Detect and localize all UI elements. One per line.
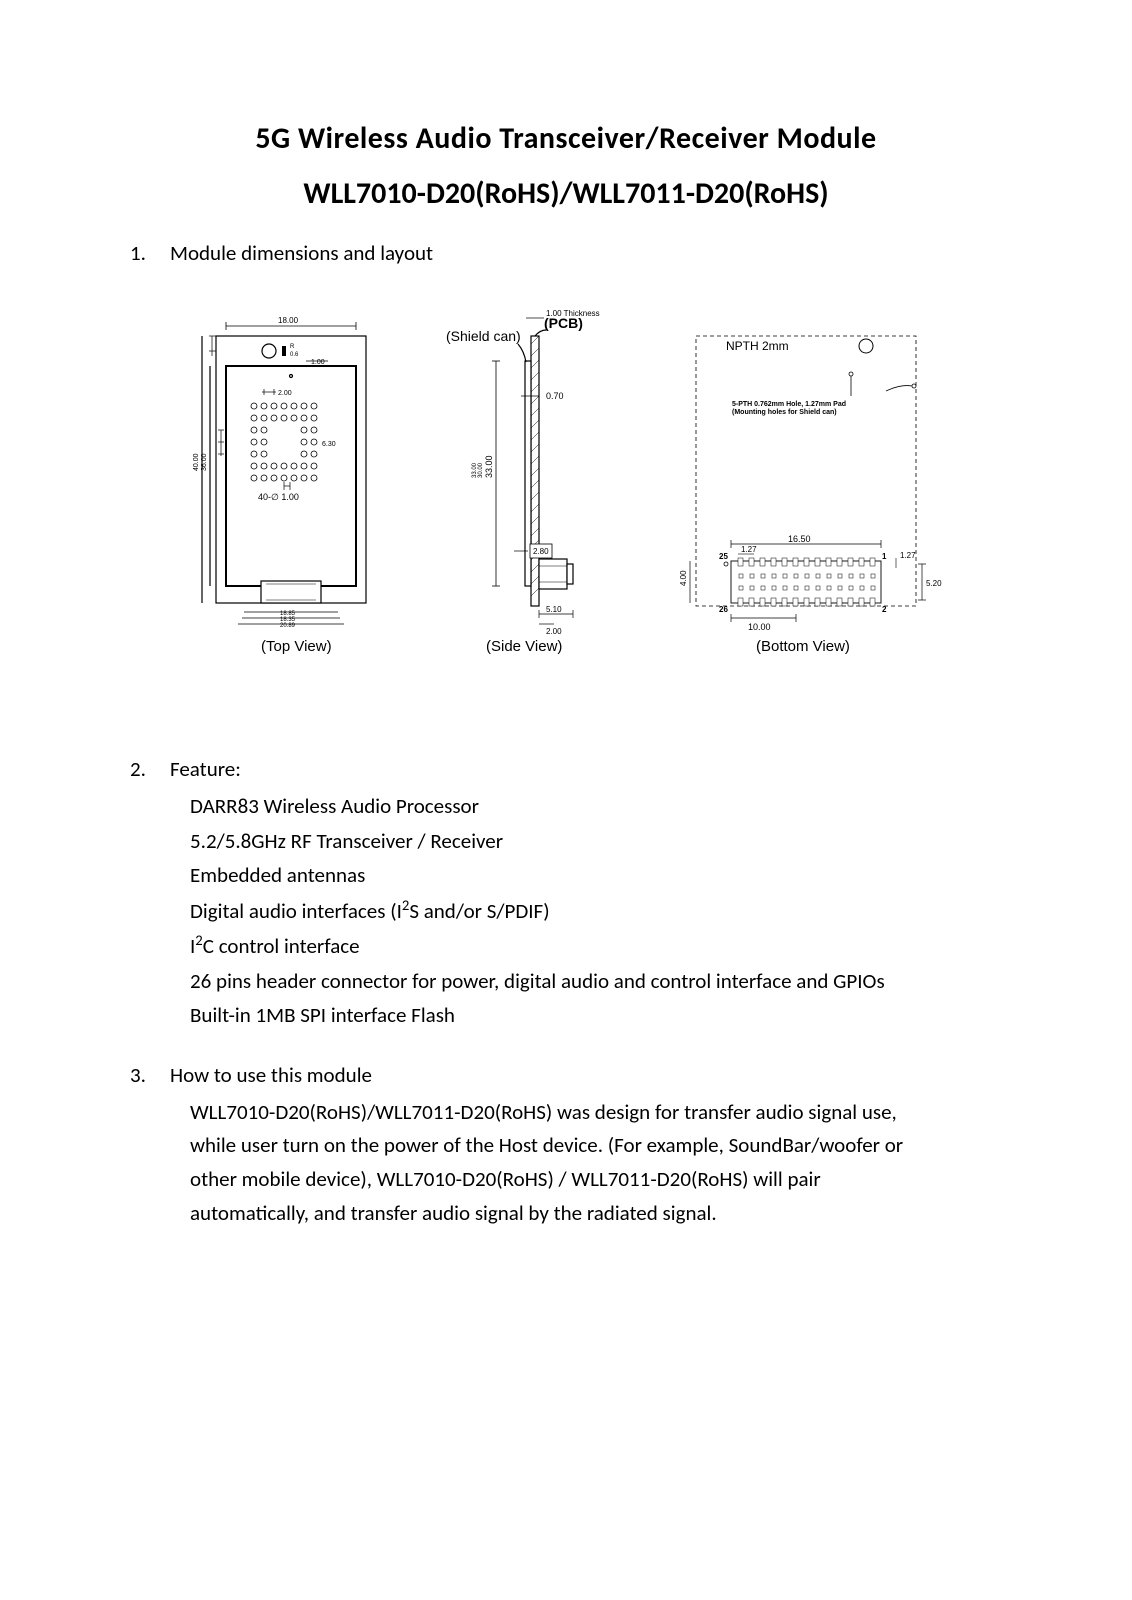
svg-text:NPTH 2mm: NPTH 2mm <box>726 339 789 353</box>
svg-text:2.00: 2.00 <box>546 627 562 636</box>
bottom-view-group: NPTH 2mm 5-PTH 0.762mm Hole, 1.27mm Pad … <box>679 336 942 655</box>
svg-text:(Bottom View): (Bottom View) <box>756 638 850 655</box>
svg-text:33.00: 33.00 <box>484 455 494 478</box>
svg-text:2.80: 2.80 <box>533 547 549 556</box>
section-1-head: Module dimensions and layout <box>170 240 1002 266</box>
feature-4: Digital audio interfaces (I2S and/or S/P… <box>190 894 1002 928</box>
svg-text:2: 2 <box>882 605 887 614</box>
svg-text:40.00: 40.00 <box>193 453 200 471</box>
svg-text:26: 26 <box>719 605 728 614</box>
module-diagram: R 0.6 1.00 <box>130 296 1002 716</box>
svg-text:(Shield can): (Shield can) <box>446 328 521 344</box>
svg-text:25: 25 <box>719 552 728 561</box>
usage-body: WLL7010-D20(RoHS)/WLL7011-D20(RoHS) was … <box>190 1096 930 1230</box>
svg-text:R: R <box>290 344 295 350</box>
feature-1: DARR83 Wireless Audio Processor <box>190 790 1002 823</box>
svg-text:1.27: 1.27 <box>741 545 757 554</box>
feature-3: Embedded antennas <box>190 859 1002 892</box>
svg-text:20.89: 20.89 <box>280 623 296 629</box>
svg-text:(Top View): (Top View) <box>261 638 332 655</box>
svg-text:0.70: 0.70 <box>546 391 564 401</box>
svg-text:(Mounting holes for Shield can: (Mounting holes for Shield can) <box>732 409 837 416</box>
svg-text:4.00: 4.00 <box>679 570 688 586</box>
feature-7: Built-in 1MB SPI interface Flash <box>190 999 1002 1032</box>
doc-title: 5G Wireless Audio Transceiver/Receiver M… <box>130 120 1002 157</box>
section-3-num: 3. <box>130 1062 170 1088</box>
feature-2: 5.2/5.8GHz RF Transceiver / Receiver <box>190 825 1002 858</box>
feature-list: DARR83 Wireless Audio Processor 5.2/5.8G… <box>190 790 1002 1032</box>
svg-text:(Side View): (Side View) <box>486 638 562 655</box>
module-diagram-svg: R 0.6 1.00 <box>166 296 966 716</box>
svg-text:2.00: 2.00 <box>278 390 292 397</box>
svg-text:16.50: 16.50 <box>788 534 811 544</box>
svg-text:0.6: 0.6 <box>290 352 299 358</box>
svg-text:1.00: 1.00 <box>311 359 325 366</box>
section-1-num: 1. <box>130 240 170 266</box>
svg-text:10.00: 10.00 <box>748 622 771 632</box>
svg-text:18.00: 18.00 <box>278 316 299 325</box>
svg-text:40-∅ 1.00: 40-∅ 1.00 <box>258 492 299 502</box>
top-view-group: R 0.6 1.00 <box>193 316 366 655</box>
svg-text:5.10: 5.10 <box>546 605 562 614</box>
svg-text:5-PTH 0.762mm Hole, 1.27mm Pad: 5-PTH 0.762mm Hole, 1.27mm Pad <box>732 401 846 408</box>
side-view-group: (Shield can) (PCB) 1.00 Thickness 0.70 <box>446 309 600 655</box>
doc-subtitle: WLL7010-D20(RoHS)/WLL7011-D20(RoHS) <box>130 175 1002 212</box>
svg-text:1.27: 1.27 <box>900 551 916 560</box>
feature-5: I2C control interface <box>190 929 1002 963</box>
svg-text:6.30: 6.30 <box>322 441 336 448</box>
svg-text:30.00: 30.00 <box>478 462 484 478</box>
feature-6: 26 pins header connector for power, digi… <box>190 965 910 998</box>
section-2-header: 2. Feature: <box>130 756 1002 782</box>
section-3-head: How to use this module <box>170 1062 1002 1088</box>
svg-text:1: 1 <box>882 552 887 561</box>
page: 5G Wireless Audio Transceiver/Receiver M… <box>0 0 1132 1600</box>
section-3-header: 3. How to use this module <box>130 1062 1002 1088</box>
svg-text:1.00 Thickness: 1.00 Thickness <box>546 309 600 318</box>
section-1-header: 1. Module dimensions and layout <box>130 240 1002 266</box>
svg-text:5.20: 5.20 <box>926 579 942 588</box>
section-2-head: Feature: <box>170 756 1002 782</box>
section-2-num: 2. <box>130 756 170 782</box>
